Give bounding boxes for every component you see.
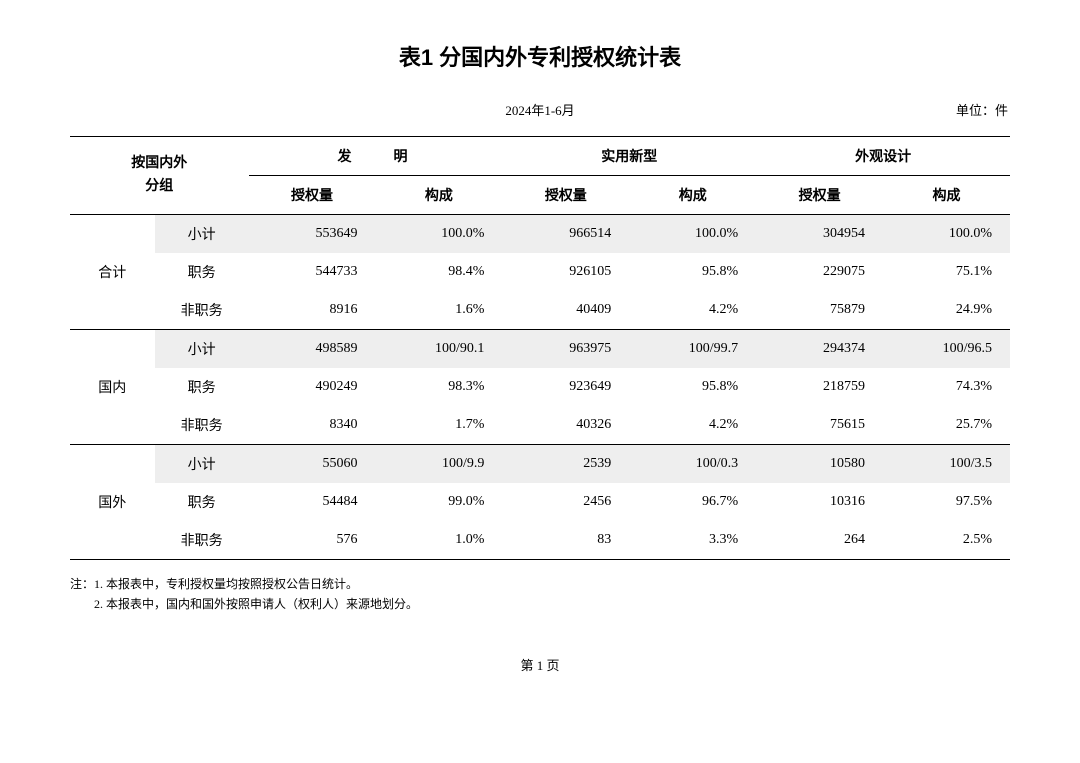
note-line: 注：1. 本报表中，专利授权量均按照授权公告日统计。 bbox=[70, 574, 1010, 594]
cell-value: 100/96.5 bbox=[883, 330, 1010, 369]
cell-value: 10580 bbox=[756, 445, 883, 484]
cell-value: 544733 bbox=[249, 253, 376, 291]
cell-value: 553649 bbox=[249, 215, 376, 254]
cell-value: 2456 bbox=[502, 483, 629, 521]
cell-value: 40326 bbox=[502, 406, 629, 445]
table-row: 非职务83401.7%403264.2%7561525.7% bbox=[70, 406, 1010, 445]
cell-value: 4.2% bbox=[629, 291, 756, 330]
col-sub: 构成 bbox=[375, 176, 502, 215]
note-line: 2. 本报表中，国内和国外按照申请人（权利人）来源地划分。 bbox=[70, 594, 1010, 614]
cell-value: 95.8% bbox=[629, 253, 756, 291]
col-sub: 授权量 bbox=[756, 176, 883, 215]
cell-value: 498589 bbox=[249, 330, 376, 369]
cell-value: 576 bbox=[249, 521, 376, 560]
period-label: 2024年1-6月 bbox=[505, 100, 574, 119]
cell-value: 3.3% bbox=[629, 521, 756, 560]
cell-value: 100/3.5 bbox=[883, 445, 1010, 484]
table-row: 职务49024998.3%92364995.8%21875974.3% bbox=[70, 368, 1010, 406]
group-label: 国内 bbox=[70, 330, 155, 445]
cell-value: 100/9.9 bbox=[375, 445, 502, 484]
cell-value: 294374 bbox=[756, 330, 883, 369]
col-sub: 构成 bbox=[629, 176, 756, 215]
col-sub: 构成 bbox=[883, 176, 1010, 215]
cell-value: 100.0% bbox=[883, 215, 1010, 254]
cell-value: 100.0% bbox=[629, 215, 756, 254]
cell-value: 100.0% bbox=[375, 215, 502, 254]
cell-value: 25.7% bbox=[883, 406, 1010, 445]
table-row: 非职务89161.6%404094.2%7587924.9% bbox=[70, 291, 1010, 330]
cell-value: 1.6% bbox=[375, 291, 502, 330]
cell-value: 83 bbox=[502, 521, 629, 560]
col-design: 外观设计 bbox=[756, 137, 1010, 176]
group-label: 合计 bbox=[70, 215, 155, 330]
cell-value: 99.0% bbox=[375, 483, 502, 521]
notes: 注：1. 本报表中，专利授权量均按照授权公告日统计。 2. 本报表中，国内和国外… bbox=[70, 574, 1010, 615]
cell-value: 98.3% bbox=[375, 368, 502, 406]
cell-value: 4.2% bbox=[629, 406, 756, 445]
cell-value: 100/99.7 bbox=[629, 330, 756, 369]
cell-value: 74.3% bbox=[883, 368, 1010, 406]
cell-value: 55060 bbox=[249, 445, 376, 484]
patent-table: 按国内外分组 发 明 实用新型 外观设计 授权量 构成 授权量 构成 授权量 构… bbox=[70, 136, 1010, 560]
cell-value: 2.5% bbox=[883, 521, 1010, 560]
unit-label: 单位：件 bbox=[956, 100, 1008, 119]
cell-value: 966514 bbox=[502, 215, 629, 254]
sub-label: 职务 bbox=[155, 368, 249, 406]
cell-value: 8340 bbox=[249, 406, 376, 445]
cell-value: 96.7% bbox=[629, 483, 756, 521]
cell-value: 490249 bbox=[249, 368, 376, 406]
cell-value: 98.4% bbox=[375, 253, 502, 291]
cell-value: 40409 bbox=[502, 291, 629, 330]
cell-value: 218759 bbox=[756, 368, 883, 406]
cell-value: 923649 bbox=[502, 368, 629, 406]
sub-label: 职务 bbox=[155, 253, 249, 291]
cell-value: 8916 bbox=[249, 291, 376, 330]
table-row: 非职务5761.0%833.3%2642.5% bbox=[70, 521, 1010, 560]
sub-label: 非职务 bbox=[155, 521, 249, 560]
sub-label: 非职务 bbox=[155, 406, 249, 445]
cell-value: 75615 bbox=[756, 406, 883, 445]
cell-value: 54484 bbox=[249, 483, 376, 521]
table-row: 国内小计498589100/90.1963975100/99.729437410… bbox=[70, 330, 1010, 369]
cell-value: 100/0.3 bbox=[629, 445, 756, 484]
cell-value: 100/90.1 bbox=[375, 330, 502, 369]
page-number: 第 1 页 bbox=[70, 655, 1010, 674]
cell-value: 229075 bbox=[756, 253, 883, 291]
cell-value: 10316 bbox=[756, 483, 883, 521]
cell-value: 1.7% bbox=[375, 406, 502, 445]
cell-value: 75.1% bbox=[883, 253, 1010, 291]
sub-label: 小计 bbox=[155, 445, 249, 484]
meta-row: 2024年1-6月 单位：件 bbox=[70, 100, 1010, 118]
table-row: 职务54473398.4%92610595.8%22907575.1% bbox=[70, 253, 1010, 291]
sub-label: 小计 bbox=[155, 330, 249, 369]
col-invention: 发 明 bbox=[249, 137, 503, 176]
sub-label: 小计 bbox=[155, 215, 249, 254]
table-body: 合计小计553649100.0%966514100.0%304954100.0%… bbox=[70, 215, 1010, 560]
cell-value: 2539 bbox=[502, 445, 629, 484]
cell-value: 1.0% bbox=[375, 521, 502, 560]
table-row: 合计小计553649100.0%966514100.0%304954100.0% bbox=[70, 215, 1010, 254]
cell-value: 97.5% bbox=[883, 483, 1010, 521]
cell-value: 304954 bbox=[756, 215, 883, 254]
group-header: 按国内外分组 bbox=[70, 137, 249, 215]
table-title: 表1 分国内外专利授权统计表 bbox=[70, 40, 1010, 72]
sub-label: 非职务 bbox=[155, 291, 249, 330]
cell-value: 926105 bbox=[502, 253, 629, 291]
table-row: 职务5448499.0%245696.7%1031697.5% bbox=[70, 483, 1010, 521]
group-label: 国外 bbox=[70, 445, 155, 560]
cell-value: 75879 bbox=[756, 291, 883, 330]
cell-value: 95.8% bbox=[629, 368, 756, 406]
cell-value: 24.9% bbox=[883, 291, 1010, 330]
col-sub: 授权量 bbox=[502, 176, 629, 215]
col-utility: 实用新型 bbox=[502, 137, 756, 176]
cell-value: 264 bbox=[756, 521, 883, 560]
table-row: 国外小计55060100/9.92539100/0.310580100/3.5 bbox=[70, 445, 1010, 484]
cell-value: 963975 bbox=[502, 330, 629, 369]
sub-label: 职务 bbox=[155, 483, 249, 521]
col-sub: 授权量 bbox=[249, 176, 376, 215]
table-header: 按国内外分组 发 明 实用新型 外观设计 授权量 构成 授权量 构成 授权量 构… bbox=[70, 137, 1010, 215]
